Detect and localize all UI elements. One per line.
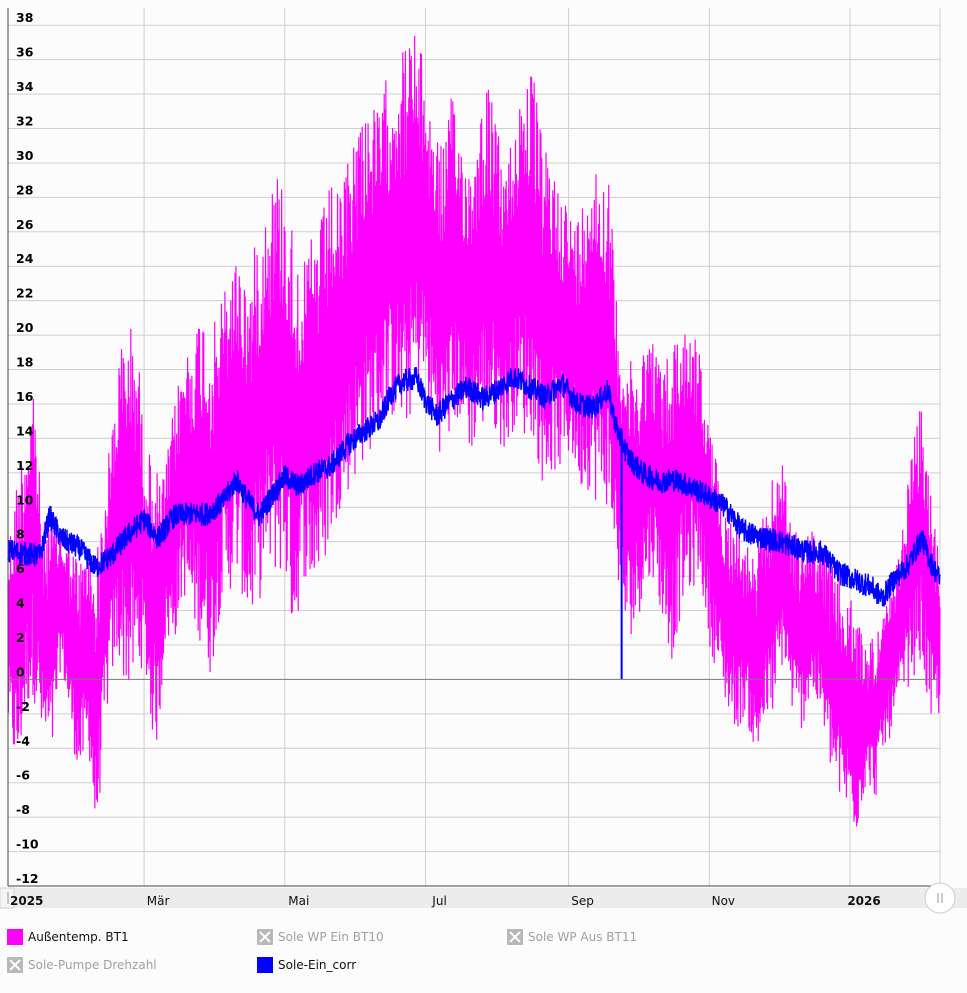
y-tick-label: -8 (16, 802, 30, 817)
grid-lines (8, 8, 941, 887)
x-tick-label: 2026 (847, 894, 880, 908)
y-tick-label: 6 (16, 561, 25, 576)
x-tick-label: Nov (712, 894, 735, 908)
y-tick-labels: 38363432302826242220181614121086420-2-4-… (16, 10, 39, 886)
y-tick-label: 2 (16, 630, 25, 645)
legend-item-sole-wp-aus-bt11[interactable]: Sole WP Aus BT11 (507, 929, 637, 945)
y-tick-label: 32 (16, 114, 33, 129)
hidden-series-x-icon (507, 929, 523, 945)
y-tick-label: 0 (16, 664, 25, 679)
legend-label: Sole WP Ein BT10 (278, 930, 384, 944)
legend-swatch-blue (257, 957, 273, 973)
legend-label: Sole-Pumpe Drehzahl (28, 958, 157, 972)
hidden-series-x-icon (7, 957, 23, 973)
axes (7, 8, 940, 887)
y-tick-label: 36 (16, 45, 34, 60)
y-tick-label: 38 (16, 10, 33, 25)
y-tick-label: 20 (16, 320, 34, 335)
x-tick-label: 2025 (10, 894, 43, 908)
legend-label: Sole WP Aus BT11 (528, 930, 638, 944)
y-tick-label: 26 (16, 217, 34, 232)
y-tick-label: 12 (16, 458, 33, 473)
y-tick-label: 10 (16, 492, 34, 507)
series-lines (7, 35, 941, 827)
x-tick-label: Sep (571, 894, 594, 908)
x-tick-label: Mai (288, 894, 309, 908)
y-tick-label: 30 (16, 148, 34, 163)
y-tick-label: -12 (16, 871, 39, 886)
y-tick-label: 24 (16, 251, 34, 266)
navigator-track[interactable] (0, 888, 967, 908)
x-tick-label: Mär (147, 894, 170, 908)
y-tick-label: 34 (16, 79, 34, 94)
x-tick-labels: 2025 Mär Mai Jul Sep Nov 2026 (10, 894, 881, 908)
plot-background (8, 8, 940, 886)
legend-item-sole-wp-ein-bt10[interactable]: Sole WP Ein BT10 (257, 929, 384, 945)
legend-label: Sole-Ein_corr (278, 958, 357, 972)
legend-swatch-magenta (7, 929, 23, 945)
hidden-series-x-icon (257, 929, 273, 945)
y-tick-label: 18 (16, 355, 33, 370)
y-tick-label: 22 (16, 286, 33, 301)
legend-item-sole-ein-corr[interactable]: Sole-Ein_corr (257, 957, 356, 973)
y-tick-label: -10 (16, 837, 39, 852)
legend: Außentemp. BT1 Sole WP Ein BT10 Sole WP … (0, 924, 967, 993)
y-tick-label: -4 (16, 733, 30, 748)
y-tick-label: -6 (16, 768, 30, 783)
series-aussentemp-bt1-line (7, 35, 941, 827)
x-tick-label: Jul (431, 894, 446, 908)
y-tick-label: 28 (16, 182, 33, 197)
legend-label: Außentemp. BT1 (28, 930, 129, 944)
y-tick-label: 8 (16, 527, 25, 542)
y-tick-label: 14 (16, 423, 34, 438)
legend-item-aussentemp-bt1[interactable]: Außentemp. BT1 (7, 929, 129, 945)
legend-item-sole-pumpe-drehzahl[interactable]: Sole-Pumpe Drehzahl (7, 957, 157, 973)
navigator-bar[interactable] (0, 882, 967, 914)
navigator-left-handle[interactable] (0, 887, 15, 909)
y-tick-label: 4 (16, 596, 25, 611)
line-chart: 38363432302826242220181614121086420-2-4-… (0, 8, 967, 914)
y-tick-label: 16 (16, 389, 34, 404)
y-tick-label: -2 (16, 699, 30, 714)
series-sole-ein-corr-line (7, 367, 941, 607)
navigator-right-handle[interactable] (924, 882, 956, 914)
